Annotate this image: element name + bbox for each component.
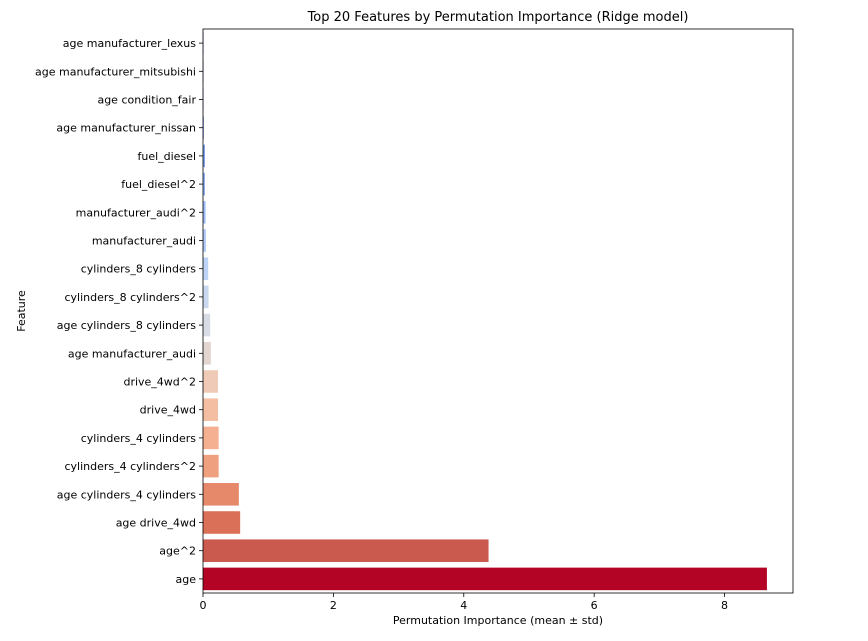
y-tick-label: age manufacturer_mitsubishi <box>35 65 196 78</box>
x-tick-label: 2 <box>330 599 337 612</box>
y-tick-label: cylinders_8 cylinders <box>81 263 197 276</box>
x-axis-label: Permutation Importance (mean ± std) <box>393 614 603 627</box>
y-tick-label: drive_4wd^2 <box>123 376 196 389</box>
y-tick-label: fuel_diesel^2 <box>121 178 196 191</box>
bar <box>203 313 211 337</box>
y-tick-label: manufacturer_audi^2 <box>76 206 196 219</box>
y-tick-label: cylinders_8 cylinders^2 <box>64 291 196 304</box>
y-tick-label: fuel_diesel <box>137 150 196 163</box>
x-ticks: 0 2 4 6 8 <box>200 593 728 612</box>
y-tick-label: age cylinders_4 cylinders <box>57 488 197 501</box>
bar <box>203 201 206 224</box>
bar <box>203 398 218 421</box>
y-tick-label: age manufacturer_nissan <box>56 122 196 135</box>
x-tick-label: 6 <box>591 599 598 612</box>
x-tick-label: 8 <box>721 599 728 612</box>
bar <box>203 454 219 478</box>
bar <box>203 511 241 534</box>
y-tick-label: manufacturer_audi <box>92 235 196 248</box>
y-tick-label: cylinders_4 cylinders^2 <box>64 460 196 473</box>
bar <box>203 229 206 252</box>
bar <box>203 539 489 562</box>
y-tick-label: age manufacturer_lexus <box>63 37 197 50</box>
bar <box>203 257 209 280</box>
bar <box>203 172 205 196</box>
y-tick-label: age drive_4wd <box>116 517 196 530</box>
bar <box>203 285 209 309</box>
bar <box>203 370 218 393</box>
chart-title: Top 20 Features by Permutation Importanc… <box>307 10 689 25</box>
bar <box>203 483 239 506</box>
x-tick-label: 0 <box>200 599 207 612</box>
y-tick-label: age cylinders_8 cylinders <box>57 319 197 332</box>
bar <box>203 144 205 168</box>
y-axis-label: Feature <box>15 290 28 332</box>
y-tick-label: age <box>176 573 197 586</box>
bar <box>203 342 211 365</box>
y-tick-label: age condition_fair <box>97 94 196 107</box>
y-tick-label: age manufacturer_audi <box>68 347 196 360</box>
y-tick-label: drive_4wd <box>140 404 196 417</box>
plot-frame <box>202 28 794 594</box>
bars-group <box>203 31 767 591</box>
x-tick-label: 4 <box>460 599 467 612</box>
bar <box>203 426 219 450</box>
y-tick-label: cylinders_4 cylinders <box>81 432 197 445</box>
y-tick-label: age^2 <box>159 545 196 558</box>
bar <box>203 567 767 591</box>
